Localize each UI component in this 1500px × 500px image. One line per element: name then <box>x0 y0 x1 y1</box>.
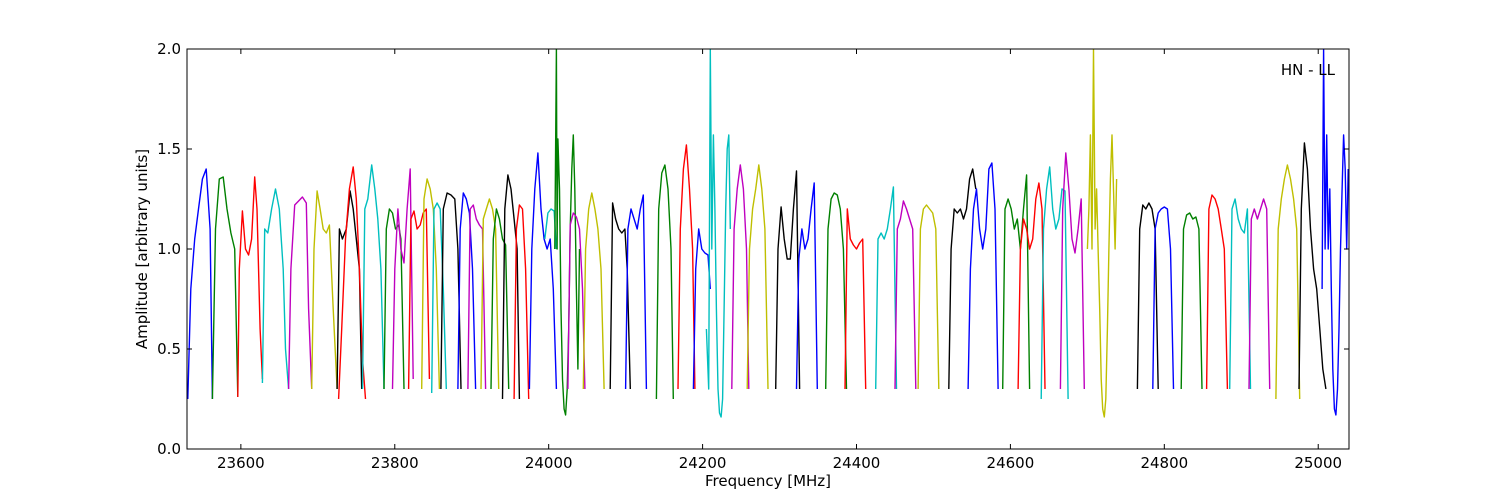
series-line-10 <box>391 168 414 390</box>
series-line-44 <box>1017 182 1046 390</box>
series-line-0 <box>187 168 214 400</box>
x-axis-title: Frequency [MHz] <box>705 472 831 490</box>
series-line-42 <box>967 162 999 390</box>
series-line-55 <box>1298 142 1327 390</box>
series-line-48 <box>1136 202 1159 390</box>
series-layer <box>187 49 1349 418</box>
series-line-39 <box>894 200 917 390</box>
series-line-28 <box>655 164 674 400</box>
series-line-20 <box>513 204 530 400</box>
series-line-23 <box>554 49 581 416</box>
series-line-11 <box>407 208 431 390</box>
y-tick-label-0: 0.0 <box>157 440 181 458</box>
series-line-19 <box>501 174 521 400</box>
series-line-51 <box>1205 194 1229 390</box>
series-line-49 <box>1152 206 1175 390</box>
series-line-56 <box>1321 49 1349 416</box>
series-line-24 <box>567 212 586 390</box>
series-line-33 <box>746 164 769 390</box>
series-line-7 <box>337 166 367 400</box>
series-line-30 <box>692 228 711 390</box>
series-line-1 <box>211 176 239 400</box>
series-line-52 <box>1229 198 1252 390</box>
series-line-40 <box>917 204 940 390</box>
series-line-4 <box>287 196 313 390</box>
series-line-35 <box>795 182 818 390</box>
series-line-17 <box>480 198 500 390</box>
series-line-3 <box>261 188 290 390</box>
tick-layer: 23600 23800 24000 24200 24400 24600 24800 25000… <box>157 40 1349 472</box>
series-line-25 <box>582 192 605 390</box>
series-line-2 <box>237 176 264 398</box>
series-line-53 <box>1248 198 1271 390</box>
series-line-47 <box>1086 49 1118 418</box>
series-line-43 <box>1002 174 1031 390</box>
series-line-36 <box>825 192 848 390</box>
series-line-38 <box>875 186 898 390</box>
y-tick-label-3: 1.5 <box>157 140 181 158</box>
y-tick-label-1: 0.5 <box>157 340 181 358</box>
series-line-32 <box>731 164 750 390</box>
x-tick-label-2: 24000 <box>525 454 573 472</box>
x-tick-label-3: 24200 <box>679 454 727 472</box>
x-tick-label-0: 23600 <box>217 454 265 472</box>
series-line-5 <box>311 190 338 390</box>
panel-annotation: HN - LL <box>1281 61 1336 79</box>
series-line-31 <box>705 49 731 418</box>
series-line-29 <box>677 144 696 390</box>
series-line-14 <box>440 192 462 390</box>
series-line-12 <box>421 178 441 390</box>
series-line-34 <box>775 170 801 390</box>
series-line-21 <box>528 152 558 390</box>
series-line-50 <box>1180 212 1203 390</box>
series-line-8 <box>361 164 385 390</box>
y-tick-label-2: 1.0 <box>157 240 181 258</box>
series-line-37 <box>844 208 867 390</box>
series-line-15 <box>457 192 477 390</box>
x-tick-label-7: 25000 <box>1294 454 1342 472</box>
series-line-46 <box>1059 152 1085 390</box>
series-line-13 <box>431 202 447 394</box>
series-line-18 <box>490 208 510 390</box>
series-line-41 <box>948 168 977 390</box>
x-tick-label-4: 24400 <box>833 454 881 472</box>
y-axis-title: Amplitude [arbitrary units] <box>133 149 151 349</box>
plot-frame <box>186 48 1350 450</box>
x-tick-label-5: 24600 <box>987 454 1035 472</box>
x-tick-label-6: 24800 <box>1140 454 1188 472</box>
series-line-54 <box>1275 164 1301 400</box>
y-tick-label-4: 2.0 <box>157 40 181 58</box>
x-tick-label-1: 23800 <box>371 454 419 472</box>
series-line-27 <box>624 194 648 390</box>
